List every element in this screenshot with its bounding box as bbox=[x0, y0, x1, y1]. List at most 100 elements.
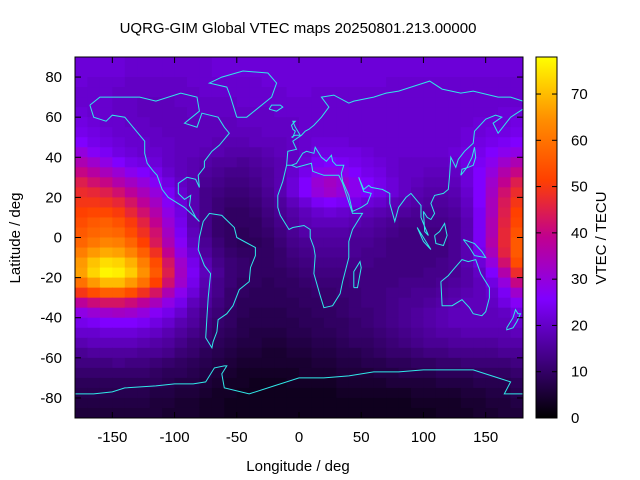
heatmap-cell bbox=[460, 387, 474, 399]
heatmap-cell bbox=[435, 77, 449, 88]
heatmap-cell bbox=[211, 197, 225, 209]
heatmap-cell bbox=[286, 317, 300, 329]
heatmap-cell bbox=[112, 267, 126, 279]
heatmap-cell bbox=[162, 347, 176, 359]
heatmap-cell bbox=[460, 327, 474, 339]
heatmap-cell bbox=[137, 297, 151, 309]
heatmap-cell bbox=[348, 157, 362, 168]
heatmap-cell bbox=[99, 387, 113, 399]
y-tick-label: 40 bbox=[45, 149, 62, 166]
heatmap-cell bbox=[211, 57, 225, 68]
heatmap-cell bbox=[99, 297, 113, 309]
heatmap-cell bbox=[423, 87, 437, 98]
heatmap-cell bbox=[448, 107, 462, 118]
heatmap-cell bbox=[99, 147, 113, 158]
heatmap-cell bbox=[211, 237, 225, 249]
heatmap-cell bbox=[99, 87, 113, 98]
heatmap-cell bbox=[75, 347, 89, 359]
heatmap-cell bbox=[411, 377, 425, 389]
heatmap-cell bbox=[224, 87, 238, 98]
heatmap-cell bbox=[411, 247, 425, 259]
coastline bbox=[286, 80, 523, 166]
heatmap-cell bbox=[323, 137, 337, 148]
heatmap-cell bbox=[398, 207, 412, 219]
x-tick-label: 50 bbox=[353, 429, 370, 446]
heatmap-cell bbox=[236, 367, 250, 379]
heatmap-cell bbox=[398, 267, 412, 279]
heatmap-cell bbox=[473, 287, 487, 299]
heatmap-cell bbox=[299, 77, 313, 88]
heatmap-cell bbox=[112, 237, 126, 249]
heatmap-cell bbox=[274, 357, 288, 369]
coastline bbox=[506, 308, 522, 331]
heatmap-cell bbox=[373, 217, 387, 229]
heatmap-cell bbox=[386, 57, 400, 68]
heatmap-cell bbox=[336, 267, 350, 279]
heatmap-cell bbox=[112, 137, 126, 148]
heatmap-cell bbox=[75, 257, 89, 269]
heatmap-cell bbox=[286, 147, 300, 158]
heatmap-cell bbox=[199, 227, 213, 239]
heatmap-cell bbox=[224, 317, 238, 329]
heatmap-cell bbox=[224, 247, 238, 259]
heatmap-cell bbox=[224, 357, 238, 369]
heatmap-cell bbox=[261, 247, 275, 259]
heatmap-cell bbox=[498, 67, 512, 78]
heatmap-cell bbox=[510, 247, 523, 259]
heatmap-cell bbox=[224, 127, 238, 138]
heatmap-cell bbox=[498, 207, 512, 219]
heatmap-cell bbox=[498, 297, 512, 309]
heatmap-cell bbox=[510, 167, 523, 178]
heatmap-cell bbox=[211, 227, 225, 239]
heatmap-cell bbox=[199, 337, 213, 349]
heatmap-cell bbox=[199, 397, 213, 409]
heatmap-cell bbox=[361, 67, 375, 78]
heatmap-cell bbox=[187, 107, 201, 118]
heatmap-cell bbox=[498, 257, 512, 269]
heatmap-cell bbox=[510, 267, 523, 279]
heatmap-cell bbox=[249, 377, 263, 389]
heatmap-cell bbox=[249, 177, 263, 188]
heatmap-cell bbox=[311, 57, 325, 68]
heatmap-cell bbox=[99, 327, 113, 339]
heatmap-cell bbox=[485, 407, 499, 418]
heatmap-cell bbox=[435, 367, 449, 379]
heatmap-cell bbox=[211, 117, 225, 128]
heatmap-cell bbox=[137, 277, 151, 289]
heatmap-cell bbox=[311, 227, 325, 239]
heatmap-cell bbox=[311, 197, 325, 209]
heatmap-cell bbox=[323, 247, 337, 259]
heatmap-cell bbox=[311, 237, 325, 249]
colorbar bbox=[535, 56, 558, 419]
heatmap-cell bbox=[423, 267, 437, 279]
heatmap-cell bbox=[485, 197, 499, 209]
heatmap-cell bbox=[149, 267, 163, 279]
heatmap-cell bbox=[87, 67, 101, 78]
heatmap-cell bbox=[112, 367, 126, 379]
x-axis-label: Longitude / deg bbox=[246, 458, 349, 475]
heatmap-cell bbox=[473, 77, 487, 88]
heatmap-cell bbox=[473, 227, 487, 239]
heatmap-cell bbox=[149, 57, 163, 68]
heatmap-cell bbox=[75, 97, 89, 108]
heatmap-cell bbox=[398, 367, 412, 379]
heatmap-cell bbox=[124, 57, 138, 68]
heatmap-cell bbox=[149, 367, 163, 379]
heatmap-cell bbox=[249, 57, 263, 68]
heatmap-cell bbox=[336, 97, 350, 108]
heatmap-cell bbox=[286, 407, 300, 418]
heatmap-cell bbox=[336, 107, 350, 118]
heatmap-cell bbox=[460, 147, 474, 158]
heatmap-cell bbox=[99, 227, 113, 239]
heatmap-cell bbox=[423, 187, 437, 198]
heatmap-cell bbox=[75, 357, 89, 369]
heatmap-cell bbox=[87, 407, 101, 418]
heatmap-cell bbox=[373, 77, 387, 88]
heatmap-cell bbox=[435, 147, 449, 158]
heatmap-cell bbox=[311, 357, 325, 369]
heatmap-cell bbox=[162, 357, 176, 369]
heatmap-cell bbox=[137, 97, 151, 108]
heatmap-cell bbox=[448, 307, 462, 319]
heatmap-cell bbox=[299, 87, 313, 98]
heatmap-cell bbox=[411, 127, 425, 138]
